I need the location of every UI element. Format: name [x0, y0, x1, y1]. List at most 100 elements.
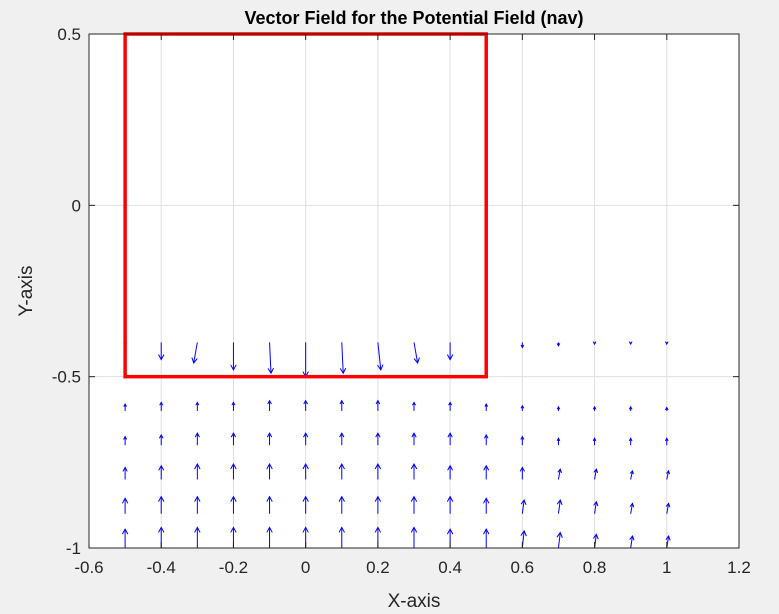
arrow-head: [483, 433, 489, 439]
vector-arrow: [520, 404, 525, 411]
arrow-head: [628, 437, 633, 442]
arrow-head: [230, 463, 237, 470]
arrow-head: [410, 463, 418, 470]
x-axis-label: X-axis: [388, 591, 441, 612]
arrow-head: [338, 495, 345, 502]
arrow-head: [446, 354, 454, 361]
arrow-head: [448, 401, 453, 406]
vector-arrow: [339, 432, 345, 446]
vector-arrow: [557, 468, 562, 480]
vector-arrow: [556, 405, 561, 411]
vector-arrow: [484, 403, 489, 411]
x-tick-label: 0: [301, 558, 310, 577]
vector-arrow: [664, 437, 669, 446]
y-tick-label: 0: [72, 196, 81, 215]
vector-arrow: [664, 341, 669, 346]
arrow-head: [267, 399, 272, 405]
vector-arrow: [302, 463, 309, 480]
chart-title: Vector Field for the Potential Field (na…: [244, 8, 583, 28]
arrow-head: [266, 526, 273, 533]
vector-arrow: [483, 464, 490, 480]
arrow-head: [519, 466, 525, 472]
vector-arrow: [266, 432, 273, 446]
arrow-shaft: [193, 342, 198, 364]
arrow-head: [375, 432, 381, 438]
vector-arrow: [338, 495, 345, 514]
arrow-head: [446, 495, 454, 502]
vector-arrow: [446, 342, 454, 361]
arrow-head: [483, 528, 490, 535]
vector-arrow: [483, 497, 490, 514]
x-tick-label: -0.4: [147, 558, 176, 577]
arrow-head: [377, 364, 384, 371]
arrow-shaft: [341, 342, 344, 374]
arrow-head: [121, 528, 129, 535]
vector-arrow: [556, 498, 563, 514]
vector-arrow: [411, 432, 417, 446]
arrow-head: [592, 405, 597, 410]
arrow-head: [374, 526, 382, 533]
arrow-head: [446, 528, 454, 535]
arrow-head: [158, 354, 165, 361]
arrow-shaft: [557, 532, 561, 549]
vector-arrow: [123, 435, 128, 446]
vector-arrow: [194, 526, 201, 548]
vector-arrow: [338, 463, 345, 480]
vector-arrow: [302, 495, 309, 514]
vector-arrow: [230, 432, 237, 446]
arrow-head: [412, 401, 416, 406]
arrow-head: [520, 498, 527, 506]
vector-arrow: [158, 495, 165, 514]
arrow-head: [520, 529, 527, 537]
arrow-head: [194, 432, 200, 438]
axes-box: [88, 33, 740, 549]
x-tick-label: 0.4: [438, 558, 462, 577]
vector-arrow: [267, 342, 274, 375]
vector-arrow: [338, 526, 345, 548]
y-tick-labels: -1 -0.5 0 0.5: [52, 25, 81, 558]
arrow-shaft: [413, 342, 419, 364]
vector-arrow: [410, 495, 418, 514]
arrow-shaft: [594, 501, 597, 514]
x-tick-label: 0.8: [583, 558, 607, 577]
vector-arrow: [592, 341, 597, 346]
vector-arrow: [377, 342, 384, 371]
arrow-head: [629, 502, 635, 508]
arrow-head: [158, 464, 165, 471]
arrow-head: [158, 495, 165, 502]
vector-arrow: [664, 406, 669, 411]
arrow-head: [665, 534, 671, 541]
arrow-head: [266, 463, 273, 470]
arrow-head: [122, 466, 128, 472]
arrow-field: [121, 341, 671, 549]
x-tick-label: 0.2: [366, 558, 390, 577]
vector-arrow: [628, 437, 633, 446]
arrow-head: [266, 432, 273, 438]
vector-arrow: [230, 342, 237, 371]
arrow-head: [266, 495, 273, 502]
arrow-head: [447, 464, 454, 471]
vector-arrow: [123, 403, 127, 411]
arrow-head: [195, 401, 200, 406]
arrow-head: [413, 357, 420, 364]
vector-arrow: [194, 463, 201, 480]
arrow-head: [230, 495, 237, 502]
arrow-head: [556, 498, 563, 506]
vector-arrow: [158, 342, 165, 361]
vector-arrow: [593, 500, 599, 514]
arrow-head: [338, 463, 345, 470]
y-tick-label: 0.5: [57, 25, 81, 44]
vector-arrow: [374, 495, 382, 514]
arrow-head: [191, 357, 198, 364]
arrow-head: [230, 526, 237, 533]
arrow-head: [194, 463, 201, 470]
arrow-head: [664, 437, 669, 442]
x-tick-labels: -0.6 -0.4 -0.2 0 0.2 0.4 0.6 0.8 1 1.2: [74, 558, 750, 577]
arrow-head: [592, 533, 599, 540]
y-tick-label: -1: [66, 539, 81, 558]
arrow-head: [339, 432, 345, 438]
arrow-head: [520, 404, 525, 409]
vector-arrow: [159, 401, 164, 411]
vector-arrow: [483, 433, 489, 446]
arrow-head: [520, 344, 525, 349]
